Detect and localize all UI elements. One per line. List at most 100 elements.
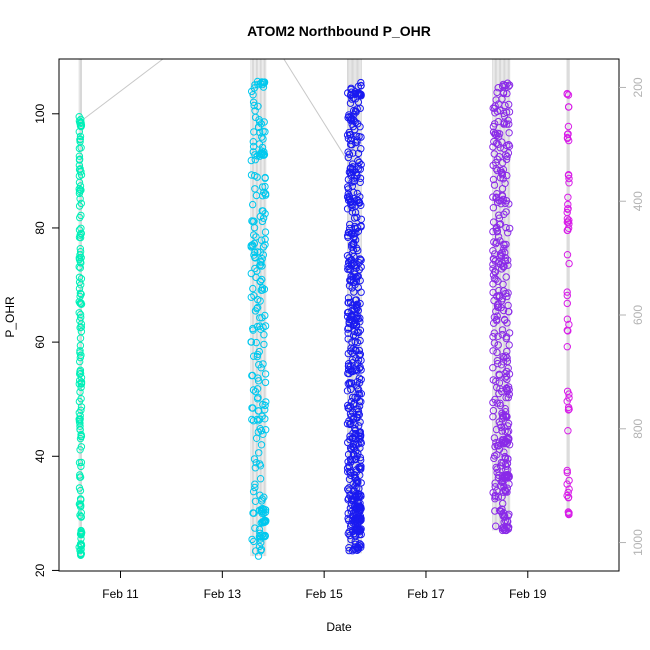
data-point [356,526,364,535]
data-point [563,291,571,300]
data-point [344,324,353,332]
data-point [258,412,266,420]
data-point [357,256,365,264]
data-point [357,145,365,153]
data-point [491,507,499,515]
data-point [76,540,85,549]
data-point [489,398,497,407]
data-point [251,464,260,472]
data-point [260,118,268,126]
data-point [344,485,352,493]
data-point [565,320,573,329]
data-point [346,380,354,388]
data-point [261,128,269,136]
data-point [490,329,498,337]
data-point [77,383,85,392]
data-point [490,238,498,246]
data-point [75,409,84,417]
data-point [343,387,352,395]
data-point [253,304,261,313]
data-point [503,152,511,161]
data-point [491,120,499,128]
data-point [250,455,259,463]
data-point [346,99,355,107]
data-point [497,252,506,260]
data-point [352,466,361,474]
data-point [491,495,499,503]
data-point [346,455,355,463]
data-point [255,152,264,160]
data-point [357,201,365,210]
data-point [256,314,264,322]
data-point [353,378,361,386]
data-point [75,309,83,317]
data-point [77,281,85,289]
data-point [75,156,84,164]
data-point [563,251,572,259]
data-point [259,533,267,541]
data-point [356,453,365,462]
data-point [355,428,364,436]
data-point [257,258,265,266]
data-point [563,89,571,98]
data-point [489,406,498,415]
data-point [354,157,362,165]
data-point [256,262,264,270]
data-point [490,313,499,321]
data-point [357,91,365,99]
data-point [489,204,498,212]
data-point [261,401,269,410]
data-point [344,494,353,503]
data-point [347,347,355,355]
data-point [249,148,258,156]
data-point [490,434,499,442]
data-point [501,101,509,110]
data-point [351,493,360,502]
data-point [76,289,85,297]
data-point [357,479,365,487]
data-point [498,248,506,257]
data-point [498,326,507,334]
data-point [489,218,498,226]
data-point [253,173,261,181]
data-point [348,208,356,216]
data-point [255,449,263,457]
data-point [256,460,264,468]
data-point [260,340,268,349]
data-point [493,348,501,357]
data-point [491,483,499,491]
x-tick-label: Feb 19 [509,587,547,601]
data-point [259,214,268,222]
data-point [502,437,510,446]
data-point [344,308,353,316]
data-point [504,419,513,428]
data-point [504,229,512,237]
data-point [76,341,85,350]
data-point [252,338,260,347]
data-point [256,277,264,285]
y2-tick-label: 800 [631,418,645,438]
data-point [355,158,363,167]
data-point [499,165,508,174]
data-point [563,397,571,405]
data-point [503,375,511,384]
data-point [248,371,257,380]
data-point [493,399,501,407]
data-point [504,149,513,157]
data-point [563,130,572,139]
data-point [348,338,356,346]
data-point [345,319,353,328]
data-point [502,487,510,496]
data-point [563,288,571,296]
data-point [564,494,573,502]
data-point [249,284,257,293]
data-point [346,298,355,307]
data-point [77,462,85,471]
data-point [352,479,361,487]
data-point [76,213,84,222]
data-point [250,101,258,110]
data-point [565,103,573,111]
data-point [77,121,86,130]
data-point [252,233,260,241]
data-point [344,183,352,191]
